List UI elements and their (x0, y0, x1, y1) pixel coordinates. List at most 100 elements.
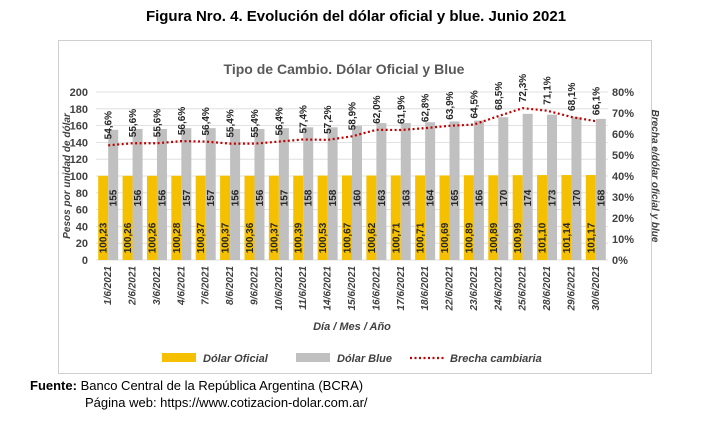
brecha-label: 57,4% (299, 105, 310, 133)
bar-blue (108, 129, 119, 260)
bar-oficial-label: 100,69 (440, 222, 451, 253)
x-tick-label: 1/6/2021 (103, 266, 114, 305)
bar-blue-label: 163 (401, 189, 412, 206)
legend-swatch-blue (296, 353, 330, 362)
bar-blue (522, 113, 533, 260)
brecha-label: 61,9% (396, 96, 407, 124)
bar-oficial (293, 175, 304, 260)
source-label: Fuente: (30, 378, 77, 393)
bar-oficial-label: 100,23 (99, 222, 110, 253)
bar-oficial (537, 175, 548, 260)
brecha-label: 66,1% (591, 87, 602, 115)
bar-oficial-label: 101,14 (562, 222, 573, 253)
bar-oficial-label: 100,26 (147, 222, 158, 253)
legend-swatch-oficial (162, 353, 196, 362)
x-tick-label: 25/6/2021 (518, 266, 529, 312)
bar-blue (400, 123, 411, 260)
bar-blue-label: 156 (133, 189, 144, 206)
bar-blue-label: 156 (255, 189, 266, 206)
bar-blue-label: 157 (279, 189, 290, 206)
bar-blue-label: 165 (450, 189, 461, 206)
y2-tick-label: 70% (612, 108, 634, 120)
brecha-label: 54,6% (104, 111, 115, 139)
bar-oficial (366, 175, 377, 260)
bar-blue-label: 163 (377, 189, 388, 206)
y-tick-label: 160 (70, 121, 88, 133)
brecha-label: 63,9% (445, 91, 456, 119)
bar-oficial-label: 101,17 (586, 222, 597, 253)
x-tick-label: 11/6/2021 (298, 266, 309, 310)
brecha-label: 55,6% (128, 109, 139, 137)
bar-oficial-label: 100,67 (343, 222, 354, 253)
chart-title: Tipo de Cambio. Dólar Oficial y Blue (224, 61, 465, 77)
x-tick-label: 4/6/2021 (176, 266, 187, 306)
source-web: Página web: https://www.cotizacion-dolar… (85, 395, 368, 410)
bar-blue-label: 166 (474, 189, 485, 206)
bar-oficial-label: 100,37 (196, 222, 207, 253)
bar-oficial-label: 100,37 (269, 222, 280, 253)
x-tick-label: 23/6/2021 (469, 266, 480, 312)
brecha-label: 56,4% (274, 107, 285, 135)
x-tick-label: 16/6/2021 (371, 266, 382, 311)
bar-oficial (561, 175, 572, 260)
x-tick-label: 15/6/2021 (347, 266, 358, 311)
bar-blue (425, 122, 436, 261)
bar-oficial (195, 175, 206, 260)
x-tick-label: 24/6/2021 (493, 266, 504, 312)
bar-blue (205, 128, 216, 260)
y2-tick-label: 80% (612, 87, 634, 99)
x-tick-label: 29/6/2021 (566, 266, 577, 312)
bar-blue (181, 128, 192, 260)
legend-label-brecha: Brecha cambiaria (450, 353, 542, 365)
brecha-label: 62,0% (372, 95, 383, 123)
y2-tick-label: 30% (612, 192, 634, 204)
bar-oficial (342, 175, 352, 260)
bar-blue-label: 158 (328, 189, 339, 206)
x-tick-label: 7/6/2021 (201, 266, 212, 305)
y-tick-label: 60 (76, 205, 88, 217)
bar-blue (156, 128, 167, 260)
bar-blue (473, 120, 484, 260)
bar-oficial (317, 175, 328, 260)
y2-tick-label: 40% (612, 171, 634, 183)
brecha-label: 71,1% (543, 76, 554, 104)
source-text: Banco Central de la República Argentina … (80, 378, 364, 393)
bar-oficial (171, 175, 182, 260)
y-tick-label: 0 (82, 255, 88, 267)
bar-oficial (146, 175, 157, 260)
bar-blue (254, 128, 265, 260)
bar-blue-label: 160 (353, 189, 364, 206)
bar-blue-label: 168 (596, 189, 607, 206)
y-tick-label: 140 (70, 137, 88, 149)
bar-oficial (268, 175, 279, 260)
bar-oficial (244, 175, 255, 260)
y-tick-label: 100 (70, 171, 88, 183)
bar-oficial-label: 100,39 (294, 222, 305, 253)
bar-oficial (488, 175, 499, 260)
brecha-label: 57,2% (323, 105, 334, 133)
brecha-line (108, 107, 596, 147)
bar-blue (278, 128, 289, 260)
y2-axis-title: Brecha e/dólar oficial y blue (649, 110, 660, 243)
brecha-label: 56,6% (177, 107, 188, 135)
figure-title: Figura Nro. 4. Evolución del dólar ofici… (145, 8, 567, 25)
bar-oficial-label: 100,26 (123, 222, 134, 253)
bar-oficial (390, 175, 401, 260)
bar-oficial (585, 175, 596, 260)
brecha-label: 68,5% (494, 82, 505, 110)
y-tick-label: 20 (76, 238, 88, 250)
y-tick-label: 200 (70, 87, 88, 99)
bar-blue (230, 128, 241, 260)
y-axis-title: Pesos por unidad de dólar (62, 112, 73, 239)
bar-oficial-label: 100,37 (221, 222, 232, 253)
brecha-label: 58,9% (348, 102, 359, 130)
bar-blue-label: 170 (572, 189, 583, 206)
x-tick-label: 14/6/2021 (323, 266, 334, 311)
brecha-label: 64,5% (469, 90, 480, 118)
bar-blue (571, 117, 582, 260)
y2-tick-label: 50% (612, 150, 634, 162)
y2-tick-label: 60% (612, 129, 634, 141)
x-tick-label: 30/6/2021 (591, 266, 602, 311)
brecha-label: 55,6% (152, 109, 163, 137)
bar-blue-label: 173 (548, 189, 559, 206)
